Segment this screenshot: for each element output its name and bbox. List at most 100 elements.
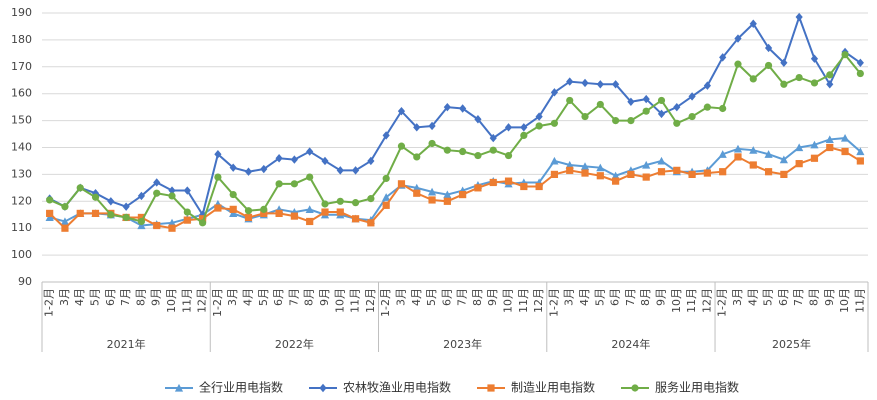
x-tick-label: 5月	[593, 288, 606, 306]
x-tick-label: 6月	[609, 288, 622, 306]
x-tick-label: 8月	[639, 288, 652, 306]
marker	[367, 219, 375, 227]
marker	[443, 190, 452, 199]
marker	[657, 156, 666, 165]
marker	[688, 92, 696, 101]
marker	[520, 123, 528, 132]
marker	[642, 173, 650, 181]
x-tick-label: 11月	[517, 288, 530, 313]
x-tick-label: 9月	[823, 288, 836, 306]
marker	[153, 178, 161, 187]
marker	[535, 112, 543, 121]
marker	[550, 88, 559, 97]
marker	[168, 192, 176, 200]
marker	[382, 193, 391, 201]
marker	[703, 81, 711, 90]
marker	[856, 157, 864, 165]
x-tick-label: 4月	[242, 288, 255, 306]
marker	[718, 150, 727, 158]
marker	[382, 174, 390, 183]
marker	[428, 196, 436, 204]
marker	[275, 154, 283, 163]
marker	[596, 163, 605, 172]
marker	[413, 123, 421, 132]
marker	[504, 177, 513, 185]
marker	[688, 112, 696, 121]
marker	[137, 213, 146, 222]
marker	[719, 168, 727, 176]
marker	[764, 43, 773, 53]
legend-marker	[487, 384, 495, 392]
marker	[107, 211, 115, 219]
marker	[504, 151, 513, 160]
x-tick-label: 10月	[502, 288, 515, 313]
marker	[137, 221, 146, 230]
marker	[566, 166, 574, 174]
legend-label: 制造业用电指数	[511, 380, 595, 395]
marker	[810, 79, 819, 87]
marker	[856, 147, 865, 156]
y-tick-label: 120	[11, 194, 32, 207]
marker	[719, 53, 727, 62]
x-tick-label: 8月	[303, 288, 316, 306]
marker	[550, 156, 559, 165]
marker	[382, 131, 390, 140]
marker	[199, 215, 207, 223]
x-tick-label: 3月	[731, 288, 744, 306]
marker	[489, 133, 497, 143]
marker	[826, 71, 834, 79]
series	[45, 133, 865, 230]
marker	[321, 156, 329, 166]
marker	[428, 121, 436, 131]
marker	[244, 207, 253, 215]
marker	[719, 104, 727, 113]
group-label: 2023年	[443, 337, 482, 351]
x-tick-label: 4月	[73, 288, 86, 306]
marker	[749, 146, 758, 154]
marker	[734, 60, 742, 68]
marker	[657, 168, 666, 176]
marker	[275, 209, 283, 218]
marker	[795, 143, 804, 152]
marker	[642, 160, 651, 169]
x-tick-label: 5月	[425, 288, 438, 306]
marker	[780, 170, 788, 178]
marker	[627, 170, 635, 178]
marker	[520, 182, 528, 191]
marker	[673, 119, 681, 127]
marker	[566, 96, 574, 105]
legend-marker	[174, 383, 184, 392]
x-tick-label: 9月	[486, 288, 499, 306]
x-tick-label: 12月	[532, 288, 545, 313]
marker	[336, 208, 344, 216]
marker	[535, 122, 543, 130]
marker	[443, 197, 451, 205]
marker	[550, 170, 559, 178]
marker	[657, 109, 666, 119]
marker	[427, 187, 437, 196]
x-tick-label: 7月	[119, 288, 132, 306]
x-tick-label: 11月	[180, 288, 193, 313]
marker	[122, 202, 130, 211]
x-tick-label: 9月	[318, 288, 331, 306]
marker	[183, 186, 191, 195]
x-tick-label: 6月	[440, 288, 453, 306]
marker	[810, 154, 819, 162]
marker	[76, 209, 84, 218]
marker	[351, 199, 360, 207]
marker	[520, 131, 528, 139]
marker	[122, 213, 130, 222]
marker	[137, 191, 146, 201]
marker	[535, 182, 543, 191]
marker	[841, 51, 849, 59]
marker	[841, 147, 849, 156]
marker	[183, 208, 191, 216]
marker	[153, 221, 161, 230]
marker	[413, 153, 421, 161]
marker	[703, 103, 711, 111]
marker	[153, 189, 161, 197]
marker	[443, 102, 451, 112]
marker	[581, 169, 589, 177]
marker	[306, 173, 314, 181]
x-tick-label: 10月	[838, 288, 851, 313]
